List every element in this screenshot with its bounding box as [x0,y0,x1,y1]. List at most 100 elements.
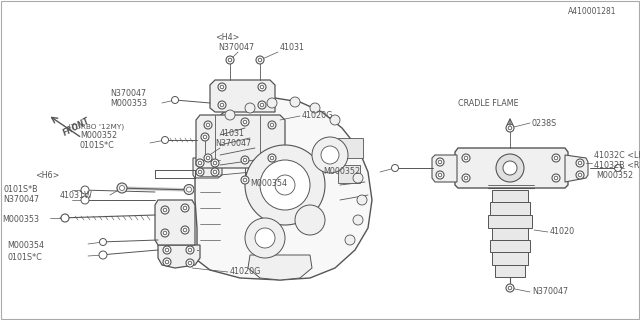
Circle shape [258,58,262,62]
Circle shape [186,246,194,254]
Circle shape [245,103,255,113]
Text: N370047: N370047 [110,89,146,98]
Circle shape [172,97,179,103]
Circle shape [181,226,189,234]
Circle shape [576,171,584,179]
Text: FRONT: FRONT [62,116,92,138]
Text: N370047: N370047 [3,196,39,204]
Circle shape [464,156,468,160]
Circle shape [186,259,194,267]
Circle shape [196,159,204,167]
Circle shape [260,160,310,210]
Bar [488,215,532,228]
Circle shape [188,261,192,265]
Circle shape [201,133,209,141]
Text: M000352: M000352 [596,171,633,180]
Circle shape [438,173,442,177]
Circle shape [290,97,300,107]
Circle shape [183,228,187,232]
Polygon shape [455,148,568,188]
Circle shape [163,231,167,235]
Polygon shape [248,255,312,280]
Bar [492,252,528,265]
Circle shape [552,154,560,162]
Text: M000352: M000352 [323,167,360,177]
Text: 0101S*C: 0101S*C [80,140,115,149]
Text: N370047: N370047 [215,139,251,148]
Circle shape [117,183,127,193]
Circle shape [496,154,524,182]
Text: 41031: 41031 [220,129,245,138]
Circle shape [267,98,277,108]
Circle shape [245,145,325,225]
Circle shape [312,137,348,173]
Text: 41020G: 41020G [302,111,333,121]
Circle shape [226,56,234,64]
Circle shape [241,176,249,184]
Circle shape [204,135,207,139]
Circle shape [99,251,107,259]
Polygon shape [195,98,372,280]
Circle shape [578,173,582,177]
Circle shape [275,175,295,195]
Text: M000352: M000352 [80,132,117,140]
Bar [492,228,528,240]
Circle shape [163,246,171,254]
Circle shape [260,85,264,89]
Circle shape [204,121,212,129]
Circle shape [321,146,339,164]
Polygon shape [196,115,285,168]
Circle shape [260,103,264,107]
Text: 0101S*C: 0101S*C [7,252,42,261]
Circle shape [225,110,235,120]
Text: M000354: M000354 [7,242,44,251]
Text: A410001281: A410001281 [568,7,616,17]
Circle shape [163,258,171,266]
Circle shape [268,121,276,129]
Text: (TURBO '12MY): (TURBO '12MY) [68,124,124,130]
Circle shape [295,205,325,235]
Bar [495,265,525,277]
Text: 0238S: 0238S [532,118,557,127]
Circle shape [165,248,169,252]
Circle shape [186,187,191,192]
Circle shape [243,178,247,182]
Circle shape [464,176,468,180]
Polygon shape [565,155,588,182]
Circle shape [211,168,219,176]
Circle shape [436,171,444,179]
Text: M000354: M000354 [250,180,287,188]
Circle shape [258,101,266,109]
Text: 41020G: 41020G [230,268,261,276]
Circle shape [353,173,363,183]
Polygon shape [158,245,200,268]
Bar [490,202,530,215]
Text: 0101S*B: 0101S*B [3,186,38,195]
Circle shape [578,161,582,165]
Circle shape [310,103,320,113]
Polygon shape [155,200,195,245]
Text: M000353: M000353 [110,99,147,108]
Circle shape [462,154,470,162]
Circle shape [357,195,367,205]
Circle shape [184,185,194,195]
Circle shape [270,156,274,160]
Circle shape [220,103,224,107]
Circle shape [241,118,249,126]
Circle shape [258,83,266,91]
Circle shape [243,158,247,162]
Text: 41031: 41031 [280,44,305,52]
Circle shape [503,161,517,175]
Circle shape [614,164,621,172]
Circle shape [554,156,558,160]
Circle shape [99,238,106,245]
Circle shape [506,124,514,132]
Circle shape [392,164,399,172]
Circle shape [218,83,226,91]
Circle shape [462,174,470,182]
Circle shape [163,208,167,212]
Circle shape [256,56,264,64]
Circle shape [218,101,226,109]
Text: 41020: 41020 [550,228,575,236]
Text: 41032C <LH>: 41032C <LH> [594,151,640,161]
